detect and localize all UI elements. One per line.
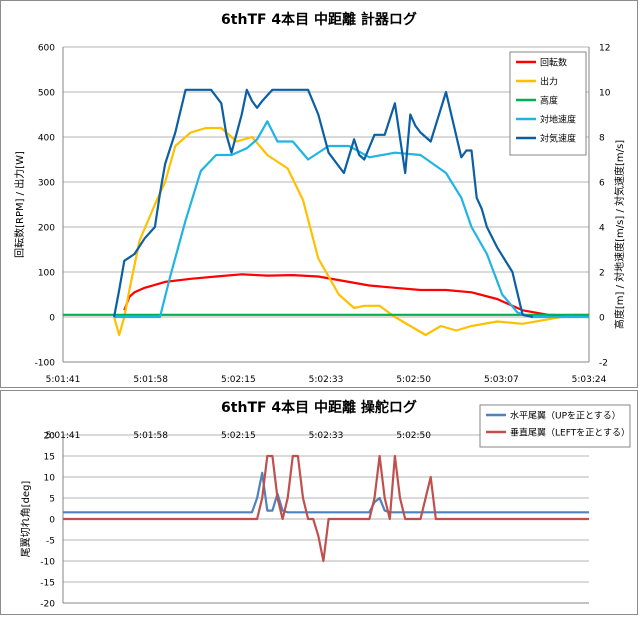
x-tick-label: 5:01:41 <box>46 431 81 441</box>
y-tick-label: 5 <box>49 495 55 505</box>
x-tick-label: 5:01:58 <box>133 375 168 385</box>
x-tick-label: 5:03:07 <box>484 375 519 385</box>
legend-label: 対気速度 <box>540 133 576 145</box>
y-tick-label: 600 <box>38 44 55 54</box>
y2-tick-label: 4 <box>599 224 605 234</box>
x-tick-label: 5:02:15 <box>221 431 256 441</box>
legend-label: 高度 <box>540 95 558 107</box>
y-tick-label: -100 <box>35 359 56 369</box>
y2-tick-label: 8 <box>599 134 605 144</box>
series-line <box>63 471 589 514</box>
control-log-chart-panel: 6thTF 4本目 中距離 操舵ログ -20 -15 -10 -5 0 5 10 15 20 5:0… <box>0 390 638 615</box>
series-line <box>113 126 589 337</box>
x-tick-label: 5:03:24 <box>572 375 607 385</box>
y-tick-label: -10 <box>40 558 55 568</box>
series-line <box>113 88 534 319</box>
series-line <box>114 120 589 319</box>
y-tick-label: -20 <box>40 600 55 610</box>
y-axis-label: 尾翼切れ角[deg] <box>20 481 32 558</box>
series-line <box>63 454 589 563</box>
y-tick-label: 15 <box>44 453 55 463</box>
y-tick-label: 500 <box>38 89 55 99</box>
x-tick-label: 5:02:15 <box>221 375 256 385</box>
x-tick-label: 5:02:50 <box>396 375 431 385</box>
y2-tick-label: 2 <box>599 269 605 279</box>
y-axis-label: 回転数[RPM] / 出力[W] <box>13 151 26 258</box>
x-tick-label: 5:01:41 <box>46 375 81 385</box>
legend-label: 水平尾翼（UPを正とする） <box>510 410 621 422</box>
instrument-log-chart-panel: 6thTF 4本目 中距離 計器ログ -100 0 100 200 300 400 500 60… <box>0 0 638 388</box>
chart-title: 6thTF 4本目 中距離 操舵ログ <box>221 399 417 416</box>
y-tick-label: 0 <box>49 314 55 324</box>
y2-tick-label: 10 <box>599 89 611 99</box>
y2-tick-label: -2 <box>599 359 608 369</box>
y-tick-label: 400 <box>38 134 55 144</box>
y-tick-label: 0 <box>49 516 55 526</box>
chart-title: 6thTF 4本目 中距離 計器ログ <box>221 11 417 28</box>
legend: 水平尾翼（UPを正とする） 垂直尾翼（LEFTを正とする） <box>479 404 631 448</box>
x-tick-label: 5:01:58 <box>133 431 168 441</box>
x-tick-label: 5:02:33 <box>309 431 344 441</box>
y2-axis-label: 高度[m] / 対地速度[m/s] / 対気速度[m/s] <box>613 140 626 329</box>
y-tick-label: -15 <box>40 579 55 589</box>
y-tick-label: -5 <box>46 537 55 547</box>
control-log-chart: 6thTF 4本目 中距離 操舵ログ-20-15-10-5051015205:0… <box>20 399 631 610</box>
legend-label: 対地速度 <box>540 114 576 126</box>
y-tick-label: 10 <box>44 474 56 484</box>
legend-label: 垂直尾翼（LEFTを正とする） <box>510 427 630 439</box>
series-line <box>123 273 589 317</box>
instrument-log-chart: 6thTF 4本目 中距離 計器ログ-100010020030040050060… <box>13 11 626 385</box>
legend-label: 出力 <box>540 76 558 88</box>
y2-tick-label: 12 <box>599 44 610 54</box>
y-tick-label: 300 <box>38 179 55 189</box>
legend-label: 回転数 <box>540 57 567 69</box>
y-tick-label: 20 <box>44 432 56 442</box>
y2-tick-label: 6 <box>599 179 605 189</box>
x-tick-label: 5:02:33 <box>309 375 344 385</box>
legend-box <box>479 404 631 448</box>
y-tick-label: 200 <box>38 224 55 234</box>
x-tick-label: 5:02:50 <box>396 431 431 441</box>
y2-tick-label: 0 <box>599 314 605 324</box>
y-tick-label: 100 <box>38 269 55 279</box>
